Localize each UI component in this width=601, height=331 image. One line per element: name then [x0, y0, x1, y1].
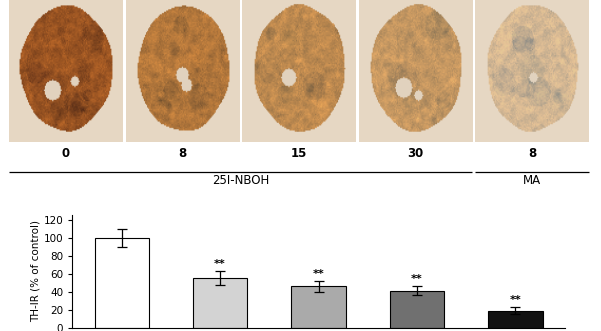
Text: MA: MA — [523, 174, 542, 187]
Text: 30: 30 — [407, 147, 424, 160]
Text: **: ** — [214, 259, 226, 269]
Bar — [489, 310, 543, 328]
Y-axis label: TH-IR (% of control): TH-IR (% of control) — [31, 220, 40, 322]
Bar — [390, 291, 444, 328]
Text: 8: 8 — [178, 147, 186, 160]
Text: 0: 0 — [62, 147, 70, 160]
Text: **: ** — [411, 274, 423, 284]
Text: 8: 8 — [528, 147, 536, 160]
Bar — [193, 278, 247, 328]
Bar — [94, 238, 148, 328]
Text: **: ** — [313, 269, 325, 279]
Bar — [291, 286, 346, 328]
Text: 25I-NBOH: 25I-NBOH — [212, 174, 269, 187]
Text: 15: 15 — [291, 147, 307, 160]
Text: **: ** — [510, 295, 521, 305]
